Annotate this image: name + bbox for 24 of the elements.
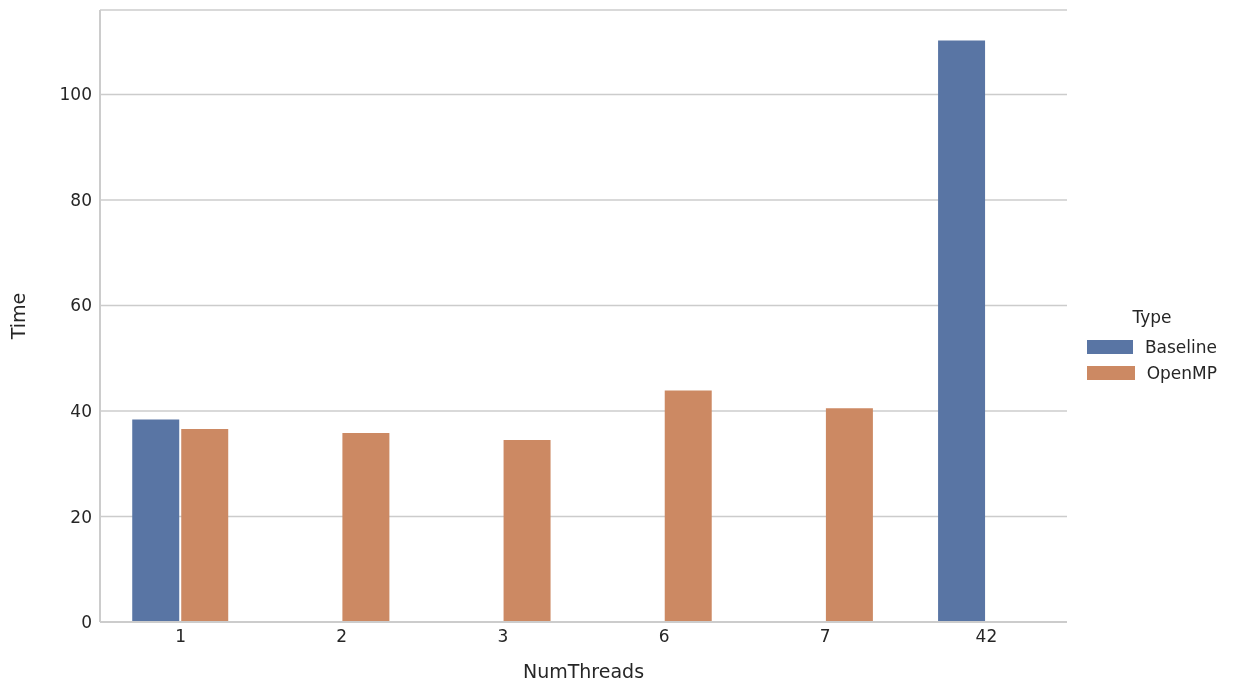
x-tick-label: 1	[175, 626, 186, 647]
y-tick-label: 100	[59, 84, 92, 105]
legend-title: Type	[1131, 307, 1173, 327]
y-axis-title: Time	[6, 292, 29, 341]
x-axis-title: NumThreads	[522, 660, 645, 682]
y-tick-label: 60	[70, 295, 92, 316]
legend-label: Baseline	[1144, 337, 1217, 357]
bar	[664, 390, 712, 622]
bar	[938, 40, 986, 622]
x-tick-label: 3	[497, 626, 509, 647]
x-tick-label: 42	[975, 626, 998, 647]
x-tick-label: 7	[819, 626, 831, 647]
y-tick-label: 0	[81, 612, 92, 633]
bar	[825, 408, 873, 622]
y-tick-label: 20	[70, 506, 92, 527]
legend-label: OpenMP	[1146, 363, 1217, 383]
y-tick-label: 80	[70, 189, 92, 210]
bar	[503, 439, 551, 622]
bar	[132, 419, 180, 622]
bar	[181, 428, 229, 622]
bar	[342, 433, 390, 622]
x-tick-label: 6	[658, 626, 670, 647]
y-tick-label: 40	[70, 401, 92, 421]
x-tick-label: 2	[336, 626, 348, 647]
